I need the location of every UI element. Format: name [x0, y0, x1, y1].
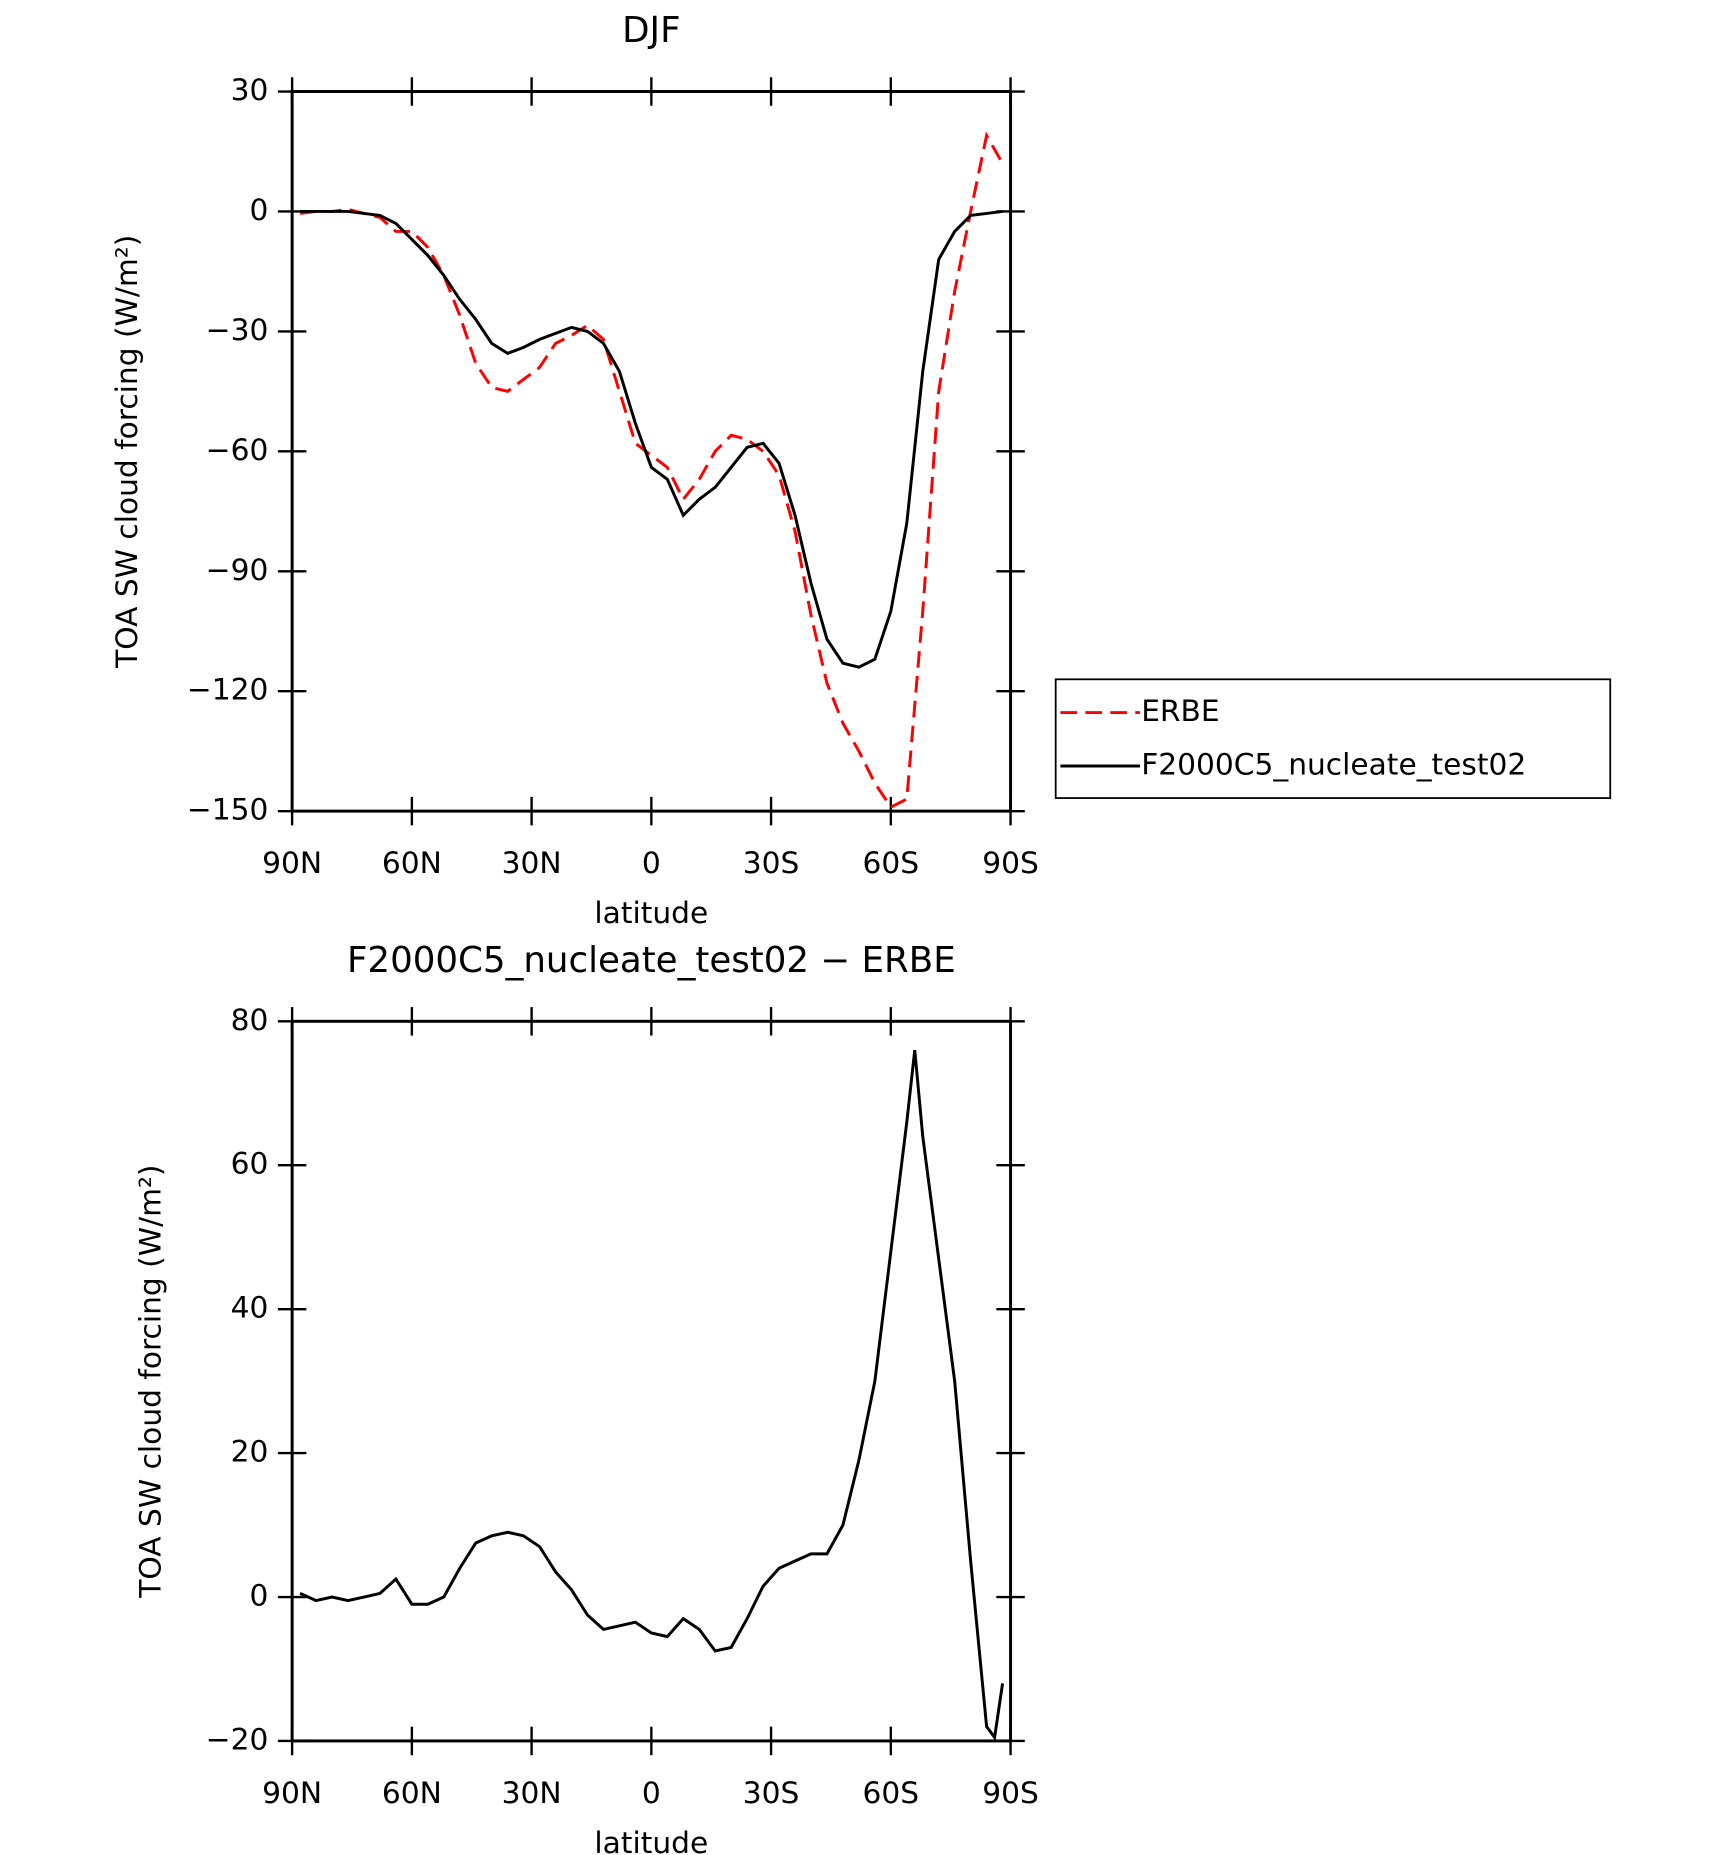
x-tick-label: 30S [743, 845, 800, 880]
x-axis-label: latitude [594, 1825, 708, 1855]
y-tick-label: 0 [249, 1578, 268, 1613]
data-line [300, 209, 1003, 669]
x-tick-label: 60S [863, 845, 920, 880]
x-tick-label: 60N [382, 845, 442, 880]
legend-box [1054, 678, 1612, 799]
x-axis-label: latitude [594, 895, 708, 930]
y-tick-label: −60 [206, 432, 269, 467]
y-axis-label: TOA SW cloud forcing (W/m²) [133, 1165, 168, 1599]
y-tick-label: −20 [206, 1721, 269, 1756]
data-line [299, 1049, 1005, 1742]
chart-title: F2000C5_nucleate_test02 − ERBE [347, 940, 956, 981]
x-tick-label: 90N [262, 845, 322, 880]
y-tick-label: 30 [231, 72, 269, 107]
x-tick-label: 90S [982, 1775, 1039, 1810]
plot-frame [290, 90, 1013, 813]
y-tick-label: 20 [231, 1434, 269, 1469]
legend-label: ERBE [1141, 693, 1219, 728]
x-tick-label: 30S [743, 1775, 800, 1810]
legend-label: F2000C5_nucleate_test02 [1141, 747, 1526, 782]
x-tick-label: 90S [982, 845, 1039, 880]
x-tick-label: 30N [502, 845, 562, 880]
y-tick-label: −90 [206, 552, 269, 587]
x-tick-label: 0 [642, 845, 661, 880]
x-tick-label: 90N [262, 1775, 322, 1810]
x-tick-label: 60S [863, 1775, 920, 1810]
y-axis-label: TOA SW cloud forcing (W/m²) [109, 235, 144, 669]
plot-frame [290, 1019, 1013, 1743]
chart-title: DJF [622, 10, 680, 51]
y-tick-label: −150 [187, 792, 269, 827]
y-tick-label: 0 [249, 192, 268, 227]
x-tick-label: 0 [642, 1775, 661, 1810]
data-line [299, 131, 1004, 810]
y-tick-label: 60 [231, 1146, 269, 1181]
y-tick-label: 80 [231, 1002, 269, 1037]
y-tick-label: −30 [206, 312, 269, 347]
x-tick-label: 30N [502, 1775, 562, 1810]
y-tick-label: 40 [231, 1290, 269, 1325]
x-tick-label: 60N [382, 1775, 442, 1810]
y-tick-label: −120 [187, 672, 269, 707]
